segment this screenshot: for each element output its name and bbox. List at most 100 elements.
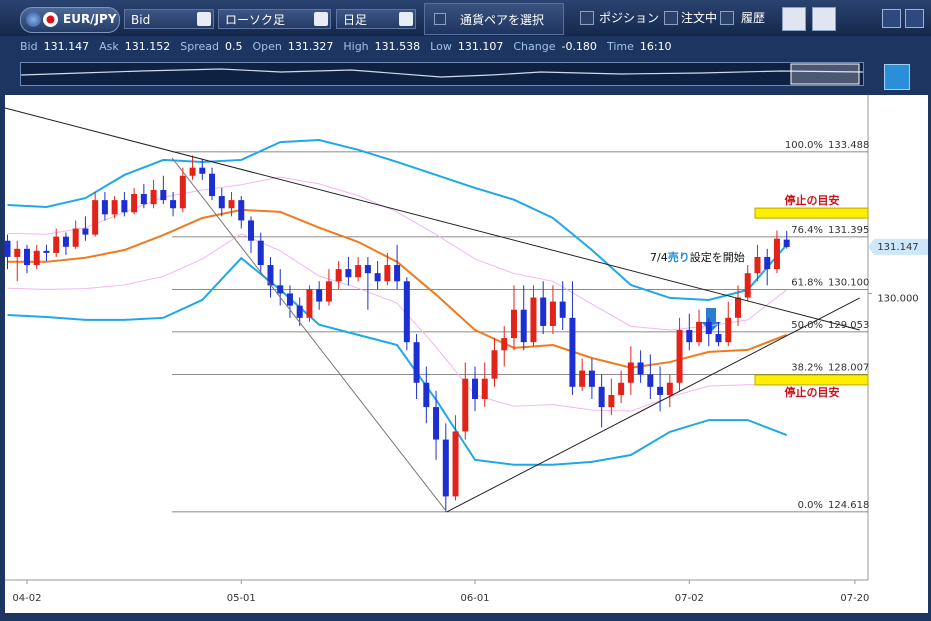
candle-body (121, 200, 128, 213)
fib-percent: 100.0% (785, 140, 823, 151)
candle-body (627, 362, 634, 383)
candle-body (588, 370, 595, 387)
fib-price: 124.618 (828, 500, 869, 511)
candle-body (666, 382, 673, 395)
pair-selector[interactable]: EUR/JPY (20, 7, 120, 33)
indicator-line (7, 139, 788, 301)
y-tick-label: 130.000 (877, 293, 918, 304)
fib-percent: 38.2% (791, 362, 823, 373)
candle-body (696, 321, 703, 343)
candle-body (686, 329, 693, 343)
quote-value: 0.5 (224, 40, 243, 53)
candle-body (150, 189, 157, 205)
candle-body (374, 273, 381, 282)
candle-body (364, 265, 371, 274)
candle-body (179, 175, 186, 209)
annotation-part: 売り (668, 250, 690, 264)
candle-body (238, 200, 245, 221)
period-dropdown[interactable]: 日足 (336, 9, 416, 29)
trendline (171, 157, 448, 513)
navigator[interactable] (20, 62, 864, 86)
checkbox[interactable] (580, 11, 594, 25)
candle-body (72, 228, 79, 247)
settings-button[interactable] (882, 9, 901, 28)
candle-body (540, 297, 547, 326)
quote-label: Low (430, 40, 452, 53)
candle-body (423, 382, 430, 408)
last-price-label: 131.147 (877, 242, 918, 253)
candle-body (452, 431, 459, 497)
fib-price: 129.053 (828, 320, 869, 331)
candle-body (345, 269, 352, 278)
candle-body (355, 265, 362, 278)
stop-band (754, 374, 869, 386)
candle-body (413, 342, 420, 383)
candle-body (248, 220, 254, 241)
candle-body (267, 265, 274, 286)
fib-percent: 76.4% (791, 225, 823, 236)
candle-body (92, 200, 99, 235)
checkbox (434, 13, 446, 25)
annotation-part: 設定を開始 (690, 250, 745, 264)
select-pair-button[interactable]: 通貨ペアを選択 (424, 3, 564, 35)
stop-label: 停止の目安 (785, 193, 840, 207)
candle-body (82, 228, 89, 235)
candle-body (705, 321, 712, 335)
candle-body (325, 281, 332, 302)
navigator-button[interactable] (884, 64, 910, 90)
candle-body (43, 250, 50, 253)
candle-body (286, 293, 293, 306)
stop-band (754, 207, 869, 219)
quote-label: Open (252, 40, 282, 53)
indicator-line (7, 256, 788, 466)
quote-label: High (343, 40, 369, 53)
popout-button[interactable] (905, 9, 924, 28)
quote-value: 131.107 (457, 40, 504, 53)
fib-price: 133.488 (828, 140, 869, 151)
candle-body (735, 297, 741, 318)
annotation-part: 7/4 (650, 251, 668, 264)
candle-body (160, 189, 167, 201)
x-tick-label: 07-02 (675, 593, 704, 604)
icon-button[interactable] (782, 7, 806, 31)
candle-body (549, 301, 556, 326)
candle-body (33, 250, 40, 266)
chart-background (5, 95, 928, 613)
annotation: 7/4売り設定を開始 (650, 250, 745, 264)
price-type-dropdown[interactable]: Bid (124, 9, 214, 29)
candle-body (4, 240, 11, 257)
checkbox[interactable] (664, 11, 678, 25)
last-price-tag (868, 238, 928, 255)
candle-body (209, 173, 216, 197)
chart-type-dropdown[interactable]: ローソク足 (218, 9, 331, 29)
candle-body (754, 256, 761, 274)
candle-body (637, 362, 644, 375)
icon-button[interactable] (812, 7, 836, 31)
candle-body (579, 370, 586, 387)
candle-body (316, 289, 323, 302)
candle-body (131, 194, 138, 213)
fib-percent: 61.8% (791, 277, 823, 288)
checkbox[interactable] (720, 11, 734, 25)
navigator-line (20, 68, 864, 78)
candle-body (715, 334, 722, 343)
candle-body (394, 265, 401, 282)
quote-label: Ask (99, 40, 119, 53)
stop-label: 停止の目安 (785, 385, 840, 399)
candle-body (170, 200, 177, 209)
candle-body (199, 167, 206, 174)
period: 日足 (343, 13, 368, 27)
candle-body (783, 239, 790, 247)
dropdown-arrow (399, 12, 413, 26)
candle-body (618, 382, 625, 395)
candle-body (520, 309, 527, 343)
candle-body (764, 256, 771, 270)
jp-flag (43, 12, 58, 27)
candle-body (101, 200, 108, 215)
candle-body (53, 236, 60, 253)
checkbox-label: ポジション (599, 11, 660, 25)
indicator-line (7, 233, 787, 412)
x-tick-label: 04-02 (12, 593, 41, 604)
